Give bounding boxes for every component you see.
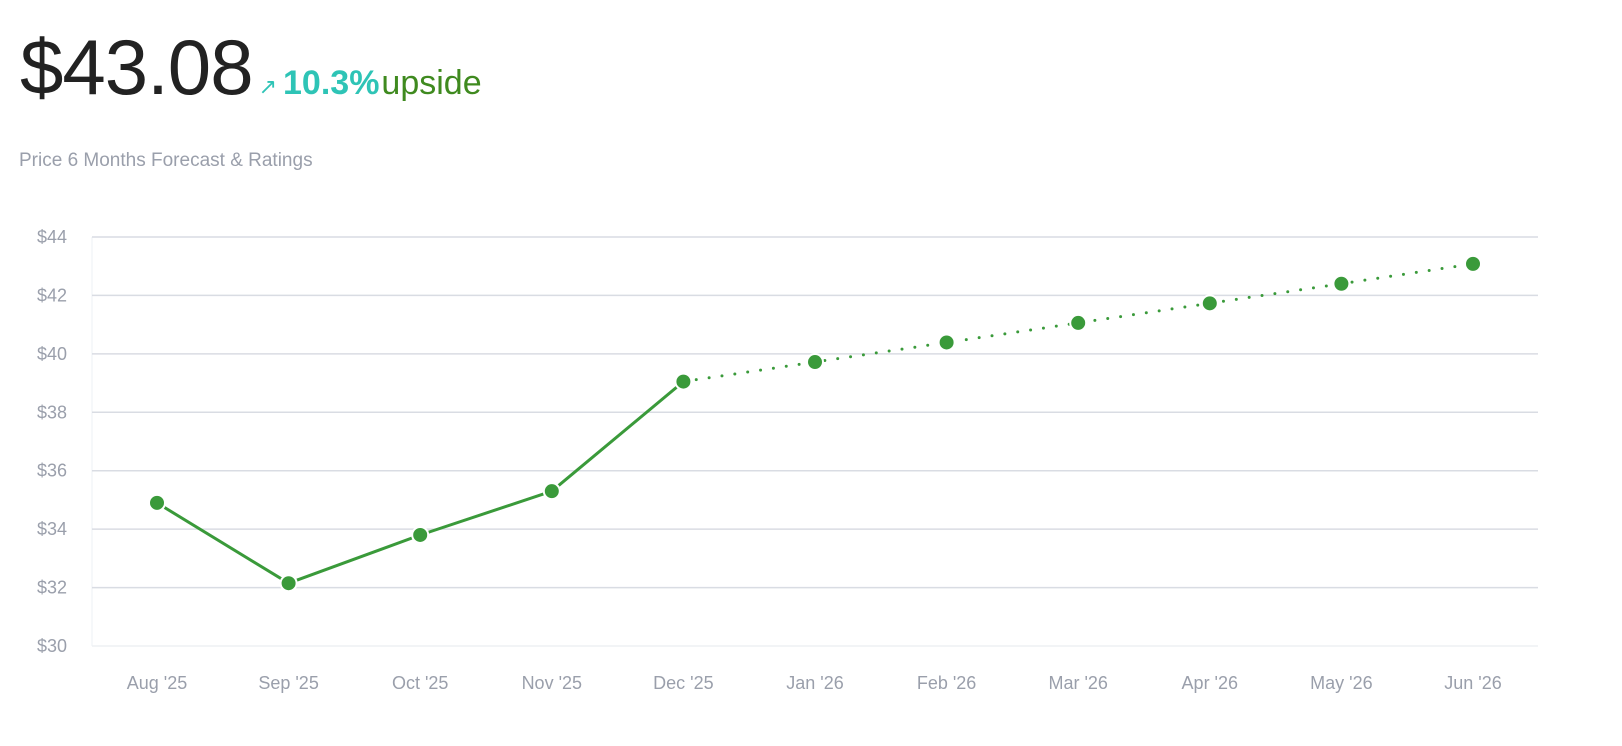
data-point[interactable] (674, 372, 693, 391)
upside-percent: 10.3% (283, 64, 380, 102)
y-tick-label: $30 (37, 636, 67, 656)
x-tick-label: Mar '26 (1048, 673, 1107, 693)
y-tick-label: $44 (37, 227, 67, 247)
y-tick-label: $40 (37, 344, 67, 364)
x-tick-label: May '26 (1310, 673, 1372, 693)
y-axis-ticks: $30 $32 $34 $36 $38 $40 $42 $44 (37, 227, 67, 656)
price-header: $43.08 ↗ 10.3% upside (20, 28, 482, 106)
data-point[interactable] (1200, 294, 1219, 313)
x-tick-label: Nov '25 (522, 673, 582, 693)
y-tick-label: $34 (37, 519, 67, 539)
x-tick-label: Dec '25 (653, 673, 713, 693)
x-axis-ticks: Aug '25 Sep '25 Oct '25 Nov '25 Dec '25 Jan '… (127, 673, 1502, 693)
current-price: $43.08 (20, 23, 254, 111)
chart-subtitle: Price 6 Months Forecast & Ratings (19, 150, 313, 171)
trend-up-icon: ↗ (258, 74, 278, 99)
grid-lines (91, 236, 1538, 647)
data-point[interactable] (1069, 313, 1088, 332)
x-tick-label: Sep '25 (258, 673, 319, 693)
x-tick-label: Aug '25 (127, 673, 188, 693)
x-tick-label: Oct '25 (392, 673, 448, 693)
y-tick-label: $42 (37, 285, 67, 305)
y-tick-label: $38 (37, 402, 67, 422)
x-tick-label: Apr '26 (1182, 673, 1238, 693)
data-point[interactable] (279, 574, 298, 593)
data-point[interactable] (1464, 254, 1482, 273)
y-tick-label: $36 (37, 461, 67, 481)
data-point[interactable] (806, 353, 824, 372)
data-point[interactable] (542, 482, 561, 501)
data-point[interactable] (148, 493, 166, 512)
x-tick-label: Jan '26 (786, 673, 843, 693)
x-tick-label: Feb '26 (917, 673, 976, 693)
series-lines (155, 262, 1475, 585)
data-point[interactable] (937, 333, 956, 352)
upside-label: upside (381, 64, 482, 102)
data-point[interactable] (1332, 274, 1351, 293)
data-point[interactable] (411, 525, 430, 544)
x-tick-label: Jun '26 (1444, 673, 1501, 693)
series-points (148, 254, 1482, 593)
y-tick-label: $32 (37, 578, 67, 598)
